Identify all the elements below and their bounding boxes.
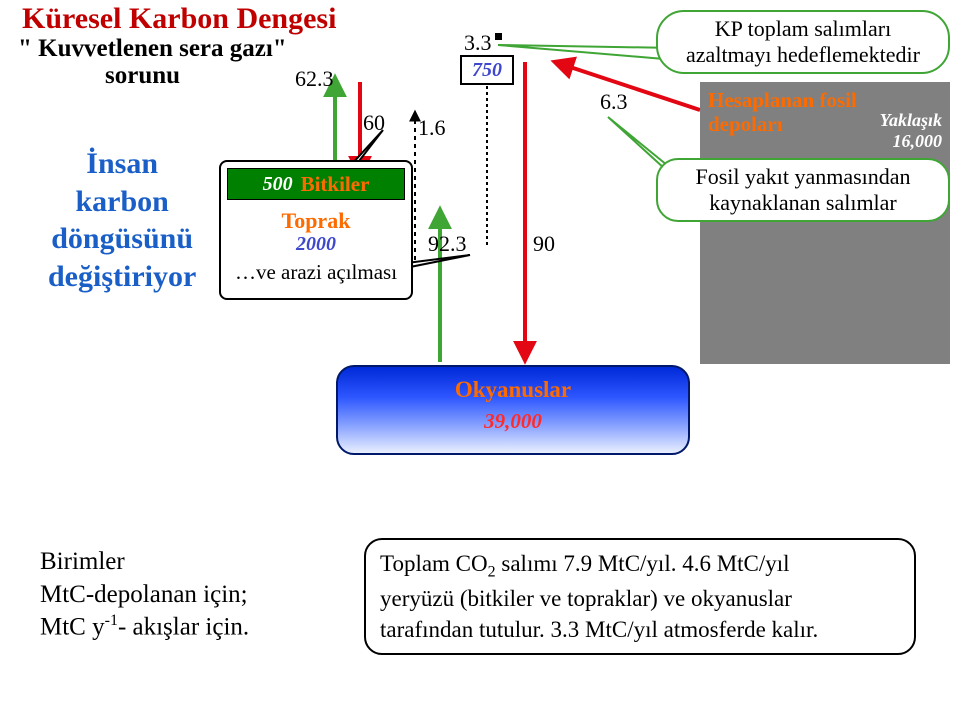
flux-62-3: 62.3 — [295, 66, 334, 92]
soil-label: Toprak — [221, 208, 411, 233]
subtitle-line1: " Kuvvetlenen sera gazı" — [18, 35, 287, 63]
oceans-block: Okyanuslar 39,000 — [336, 365, 690, 455]
square-icon — [495, 33, 502, 40]
oceans-label: Okyanuslar — [338, 377, 688, 403]
plants-label: Bitkiler — [301, 172, 370, 196]
fossil-est-l2: 16,000 — [880, 131, 942, 152]
flux-1-6: 1.6 — [418, 115, 446, 141]
fossil-source-callout: Fosil yakıt yanmasından kaynaklanan salı… — [656, 158, 950, 222]
human-l2: karbon — [48, 183, 196, 221]
atmosphere-stock-number: 750 — [462, 59, 512, 81]
fossil-block-l1: Hesaplanan fosil — [708, 88, 942, 112]
caption-l2: yeryüzü (bitkiler ve topraklar) ve okyan… — [380, 583, 900, 614]
fossil-block-l2: depoları — [708, 112, 783, 136]
human-l4: değiştiriyor — [48, 258, 196, 296]
flux-3-3: 3.3 — [464, 30, 502, 56]
flux-60: 60 — [363, 110, 385, 136]
kp-l1: KP toplam salımları — [668, 16, 938, 42]
fossil-src-l1: Fosil yakıt yanmasından — [668, 164, 938, 190]
kp-callout: KP toplam salımları azaltmayı hedeflemek… — [656, 10, 950, 74]
flux-90: 90 — [533, 231, 555, 257]
subtitle-line2: sorunu — [105, 62, 180, 90]
caption-l1: Toplam CO2 salımı 7.9 MtC/yıl. 4.6 MtC/y… — [380, 548, 900, 583]
units-l2: MtC-depolanan için; — [40, 579, 249, 612]
fossil-estimate: Yaklaşık 16,000 — [880, 110, 942, 151]
units-l1: Birimler — [40, 546, 249, 579]
fossil-est-l1: Yaklaşık — [880, 110, 942, 131]
units-l3: MtC y-1- akışlar için. — [40, 611, 249, 644]
fossil-reserves-block: Hesaplanan fosil depoları Yaklaşık 16,00… — [700, 82, 950, 364]
kp-l2: azaltmayı hedeflemektedir — [668, 42, 938, 68]
human-l1: İnsan — [48, 145, 196, 183]
atmosphere-box: 750 — [460, 55, 514, 85]
units-block: Birimler MtC-depolanan için; MtC y-1- ak… — [40, 546, 249, 644]
soil-plants-box: 500 Bitkiler Toprak 2000 …ve arazi açılm… — [219, 160, 413, 300]
plants-stock-number: 500 — [263, 173, 293, 196]
caption-l3: tarafından tutulur. 3.3 MtC/yıl atmosfer… — [380, 614, 900, 645]
soil-stock-number: 2000 — [221, 233, 411, 256]
flux-92-3: 92.3 — [428, 231, 467, 257]
plants-band: 500 Bitkiler — [227, 168, 405, 200]
title: Küresel Karbon Dengesi — [22, 2, 336, 36]
human-changes-cycle: İnsan karbon döngüsünü değiştiriyor — [48, 145, 196, 295]
caption-box: Toplam CO2 salımı 7.9 MtC/yıl. 4.6 MtC/y… — [364, 538, 916, 655]
oceans-stock-number: 39,000 — [338, 409, 688, 434]
human-l3: döngüsünü — [48, 220, 196, 258]
fossil-src-l2: kaynaklanan salımlar — [668, 190, 938, 216]
flux-6-3: 6.3 — [600, 89, 628, 115]
land-opening-label: …ve arazi açılması — [221, 260, 411, 284]
